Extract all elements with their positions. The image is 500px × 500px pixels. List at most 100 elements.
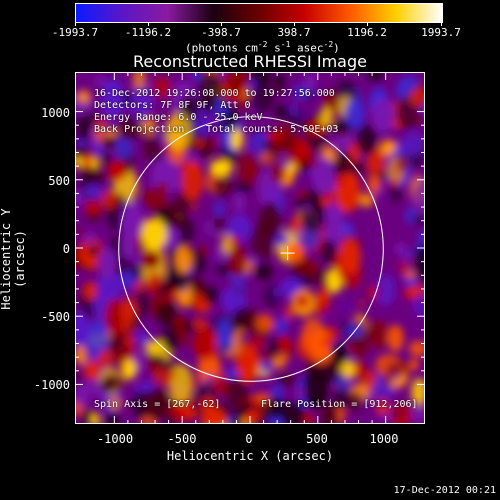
emission-blob — [135, 330, 150, 345]
colorbar-tick-label: -1993.7 — [51, 26, 99, 39]
emission-blob — [259, 201, 281, 240]
emission-blob — [212, 175, 234, 198]
y-tick-label: 500 — [48, 174, 70, 188]
emission-blob — [357, 300, 367, 306]
emission-blob — [413, 244, 424, 283]
emission-blob — [192, 73, 201, 82]
image-title: Reconstructed RHESSI Image — [133, 52, 367, 71]
emission-blob — [228, 236, 240, 246]
total-counts-label: Total counts: 5.69E+03 — [206, 124, 339, 135]
emission-blob — [319, 106, 333, 128]
emission-blob — [354, 361, 367, 379]
emission-blob — [223, 378, 244, 406]
emission-blob — [339, 136, 350, 153]
flare-position-marker — [280, 246, 295, 261]
colorbar-tick-label: -398.7 — [201, 26, 241, 39]
emission-blob — [94, 124, 106, 143]
emission-blob — [200, 245, 209, 256]
emission-blob — [167, 413, 176, 423]
emission-blob — [249, 334, 265, 350]
emission-blob — [306, 120, 326, 137]
emission-blob — [284, 306, 294, 320]
emission-blob — [390, 185, 402, 203]
emission-blob — [135, 290, 151, 317]
emission-blob — [366, 148, 385, 177]
emission-blob — [101, 372, 125, 393]
y-axis-label: Heliocentric Y (arcsec) — [0, 208, 27, 310]
colorbar-units: (photons cm-2 s-1 asec-2) — [185, 40, 340, 55]
emission-blob — [396, 154, 409, 173]
emission-blob — [280, 401, 306, 423]
emission-blob — [260, 151, 272, 165]
generation-timestamp: 17-Dec-2012 00:21 — [393, 485, 496, 496]
emission-blob — [230, 128, 244, 150]
emission-blob — [362, 371, 378, 389]
emission-blob — [256, 314, 274, 333]
emission-blob — [273, 74, 286, 89]
emission-blob — [310, 344, 332, 364]
emission-blob — [86, 319, 108, 359]
x-tick-label: 1000 — [369, 432, 399, 446]
emission-blob — [120, 297, 137, 326]
emission-blob — [385, 360, 409, 377]
emission-blob — [95, 118, 108, 127]
emission-blob — [180, 95, 199, 115]
emission-blob — [265, 396, 285, 419]
emission-blob — [76, 382, 91, 408]
emission-blob — [235, 181, 252, 193]
emission-blob — [101, 152, 111, 166]
emission-blob — [97, 348, 113, 369]
emission-blob — [120, 271, 137, 289]
emission-blob — [107, 334, 123, 353]
emission-blob — [260, 359, 273, 374]
emission-blob — [107, 397, 123, 410]
x-tick-label: -1000 — [96, 432, 134, 446]
emission-blob — [401, 250, 412, 266]
emission-blob — [234, 288, 243, 295]
emission-blob — [294, 258, 319, 276]
emission-blob — [120, 201, 144, 240]
emission-blob — [77, 126, 91, 141]
emission-blob — [347, 346, 356, 352]
emission-blob — [392, 409, 403, 417]
emission-blob — [375, 274, 396, 306]
emission-blob — [188, 380, 198, 386]
emission-blob — [88, 244, 99, 257]
emission-blob — [193, 317, 207, 331]
emission-blob — [299, 188, 326, 233]
emission-blob — [168, 364, 194, 404]
colorbar-tick — [148, 22, 149, 26]
emission-blob — [139, 250, 162, 270]
emission-blob — [104, 298, 125, 335]
emission-blob — [233, 192, 245, 213]
emission-blob — [338, 238, 361, 275]
emission-blob — [412, 406, 424, 422]
emission-blob — [412, 292, 424, 317]
emission-blob — [276, 152, 291, 169]
emission-blob — [300, 204, 313, 213]
emission-blob — [408, 88, 424, 108]
emission-blob — [359, 193, 374, 208]
emission-blob — [192, 107, 213, 137]
emission-blob — [105, 128, 118, 137]
emission-blob — [83, 184, 104, 200]
emission-blob — [354, 159, 366, 176]
emission-blob — [295, 386, 306, 400]
emission-blob — [155, 300, 178, 326]
emission-blob — [367, 175, 381, 194]
emission-blob — [278, 335, 291, 353]
emission-blob — [175, 245, 193, 274]
emission-blob — [165, 112, 192, 151]
emission-blob — [321, 403, 339, 423]
emission-blob — [115, 135, 133, 160]
emission-blob — [245, 410, 260, 423]
emission-blob — [340, 361, 359, 377]
emission-blob — [320, 239, 338, 264]
energy-range-label: Energy Range: 6.0 - 25.0 keV — [94, 112, 263, 123]
emission-blob — [275, 104, 287, 120]
emission-blob — [251, 83, 274, 113]
emission-blob — [267, 338, 281, 359]
emission-blob — [333, 375, 351, 391]
emission-blob — [334, 175, 344, 186]
colorbar-tick — [441, 22, 442, 26]
